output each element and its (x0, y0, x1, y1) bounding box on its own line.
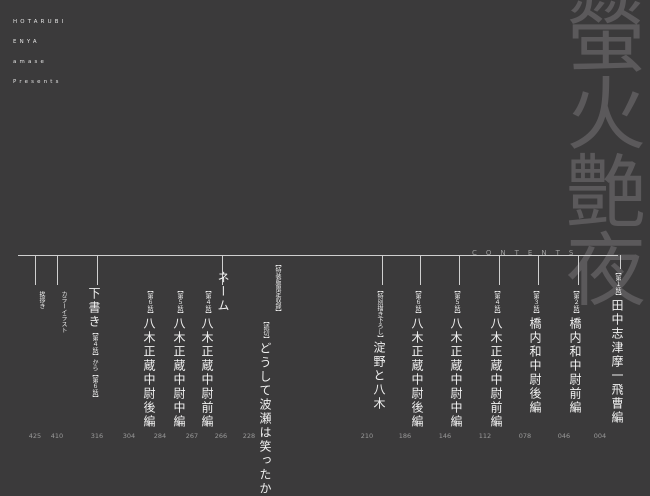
entry-page-7: 210 (360, 432, 374, 440)
credit-line-enya: ENYA (13, 39, 40, 45)
entry-tick (382, 255, 383, 285)
entry-label: 【第４話】八木正蔵中尉前編 (198, 287, 217, 429)
entry-title: 田中志津摩一飛曹編 (610, 299, 624, 425)
credit-line-amase: amase (13, 59, 47, 65)
entry-page-15: 410 (50, 432, 64, 440)
entry-chapter: 【第２話】 (572, 287, 579, 317)
entry-chapter: 【特別描き下ろし】 (376, 287, 383, 341)
entry-tick (420, 255, 421, 285)
entry-title: 下書き (87, 287, 101, 329)
entry-tick (578, 255, 579, 285)
entry-title: どうして波瀬は笑ったか (258, 342, 272, 496)
entry-title: ネーム (216, 271, 230, 313)
entry-label: 【特別描き下ろし】淀野と八木 (370, 287, 389, 427)
entry-chapter: 【第４話】 (204, 287, 211, 317)
entry-title: 挨拶き (38, 291, 45, 309)
entry-title: 橋内和中尉前編 (568, 317, 582, 415)
entry-title: 八木正蔵中尉後編 (142, 317, 156, 429)
entry-tick (222, 255, 223, 285)
entry-tick (57, 255, 58, 285)
entry-label: ネーム (214, 271, 233, 371)
entry-chapter: 【第５話】 (176, 287, 183, 317)
entry-page-1: 004 (593, 432, 607, 440)
entry-page-14: 316 (90, 432, 104, 440)
entry-chapter: 【第４話】から【第６話】 (91, 329, 98, 401)
entry-label: 【第４話】八木正蔵中尉前編 (487, 287, 506, 429)
entry-page-11: 267 (185, 432, 199, 440)
entry-label: 【読切】どうして波瀬は笑ったか (256, 318, 275, 496)
entry-chapter: 【第１話】 (614, 269, 621, 299)
entry-page-4: 112 (478, 432, 492, 440)
credit-line-hotarubi: HOTARUBI (13, 19, 67, 25)
entry-page-5: 146 (438, 432, 452, 440)
entry-label: 【第１話】田中志津摩一飛曹編 (608, 269, 627, 429)
entry-tick (35, 255, 36, 285)
entry-title: 八木正蔵中尉前編 (489, 317, 503, 429)
contents-page: HOTARUBI ENYA amase Presents 螢火艶夜 CONTEN… (13, 0, 646, 496)
entry-chapter: 【第３話】 (532, 287, 539, 317)
entry-chapter: 【特装版限定収録】 (274, 261, 281, 315)
entry-label: 【第２話】橋内和中尉前編 (566, 287, 585, 427)
entry-label: 【第３話】橋内和中尉後編 (526, 287, 545, 427)
entry-title: 橋内和中尉後編 (528, 317, 542, 415)
entry-chapter: 【第６話】 (414, 287, 421, 317)
credit-line-presents: Presents (13, 79, 62, 85)
entry-chapter: 【第６話】 (146, 287, 153, 317)
entry-chapter: 【第４話】 (493, 287, 500, 317)
entry-label: 【第６話】八木正蔵中尉後編 (408, 287, 427, 429)
entry-label: 【特装版限定収録】 (268, 261, 287, 331)
entry-page-9: 228 (242, 432, 256, 440)
entry-tick (538, 255, 539, 285)
entry-title: 八木正蔵中尉中編 (172, 317, 186, 429)
entry-title: 八木正蔵中尉前編 (200, 317, 214, 429)
entry-page-6: 186 (398, 432, 412, 440)
entry-tick (97, 255, 98, 285)
entry-page-12: 284 (153, 432, 167, 440)
contents-timeline (18, 255, 618, 256)
entry-title: 八木正蔵中尉中編 (449, 317, 463, 429)
entry-title: 八木正蔵中尉後編 (410, 317, 424, 429)
entry-label: 【第５話】八木正蔵中尉中編 (447, 287, 466, 429)
entry-tick (499, 255, 500, 285)
entry-chapter: 【第５話】 (453, 287, 460, 317)
entry-label: 挨拶き (32, 291, 51, 351)
entry-label: 【第６話】八木正蔵中尉後編 (140, 287, 159, 429)
entry-label: 【第５話】八木正蔵中尉中編 (170, 287, 189, 429)
entry-label: 下書き【第４話】から【第６話】 (85, 287, 104, 427)
entry-page-16: 425 (28, 432, 42, 440)
entry-page-13: 304 (122, 432, 136, 440)
entry-title: カラーイラスト (60, 291, 67, 333)
entry-chapter: 【読切】 (262, 318, 269, 342)
entry-label: カラーイラスト (54, 291, 73, 401)
entry-title: 淀野と八木 (372, 341, 386, 411)
entry-page-2: 046 (557, 432, 571, 440)
entry-page-3: 078 (518, 432, 532, 440)
contents-label: CONTENTS (472, 249, 583, 257)
entry-tick (620, 255, 621, 269)
entry-page-10: 266 (214, 432, 228, 440)
credits-block: HOTARUBI ENYA amase Presents (13, 12, 66, 92)
entry-tick (459, 255, 460, 285)
